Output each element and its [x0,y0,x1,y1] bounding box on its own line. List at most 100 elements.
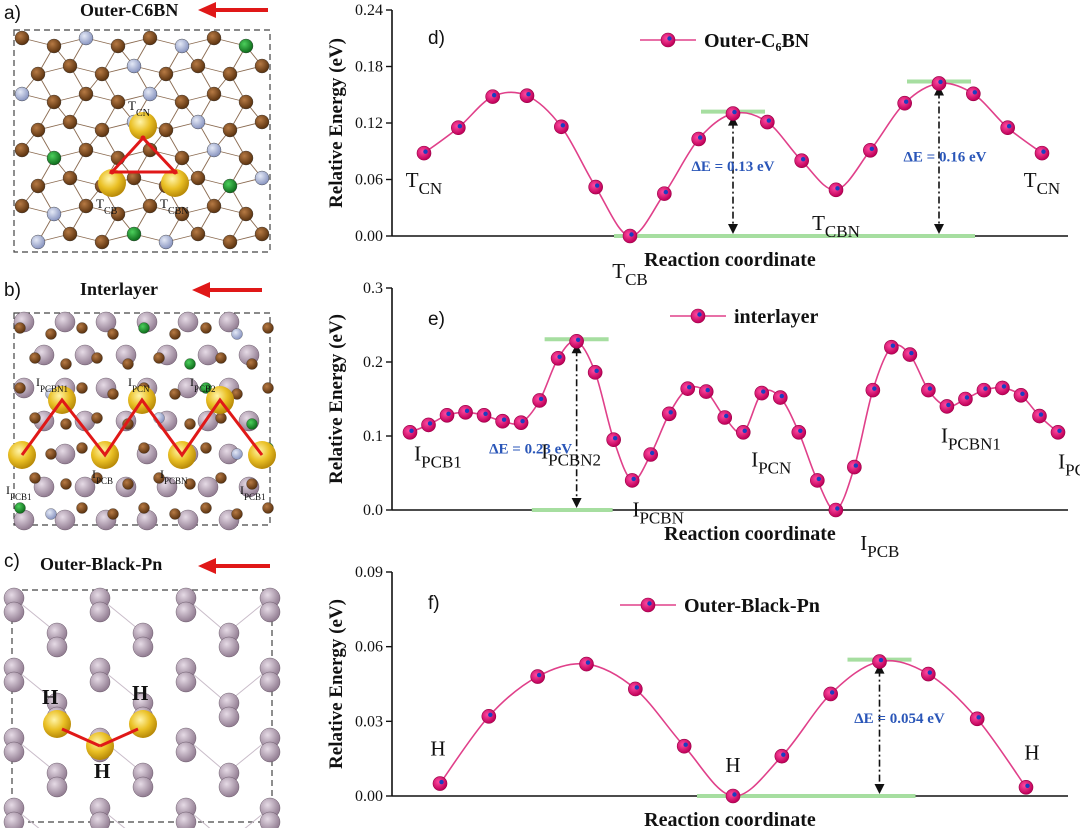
data-point-center [890,343,896,348]
carbon-atom [29,352,41,364]
site-atom [43,710,71,738]
carbon-atom [30,66,46,82]
carbon-atom [200,442,212,454]
carbon-atom [30,122,46,138]
point-label-sub: PCBN [639,508,683,527]
carbon-atom [110,206,126,222]
data-point-center [872,386,877,391]
chart-e: 0.0 0.1 0.2 0.3 Relative Energy (eV) Reaction… [326,280,1080,561]
site-label-ipcn-sub: PCN [132,384,150,394]
boron-atom [126,226,142,242]
site-label-tcbn-base: T [160,196,168,211]
phosphorus-atom [3,741,25,763]
y-axis-label: Relative Energy (eV) [326,314,347,484]
point-label: TCN [406,168,442,198]
site-atom [129,112,157,140]
data-point-center [938,79,943,85]
boron-atom [200,382,212,394]
boron-atom [184,358,196,370]
point-label: IPCB1 [1058,449,1080,479]
phosphorus-atom [89,811,111,828]
carbon-atom [190,58,206,74]
carbon-atom [262,322,274,334]
phosphorus-atom [197,476,219,498]
data-point-center [697,135,703,140]
barrier-label: ΔE = 0.16 eV [904,150,987,166]
red-arrow-left-icon [192,282,262,298]
site-label-tcn: TCN [128,98,150,119]
carbon-atom [91,352,103,364]
nitrogen-atom [254,170,270,186]
arrow-down-icon [874,784,885,794]
panel-label-b: b) [4,280,21,301]
point-label-sub: PCBN2 [548,451,601,470]
data-point-center [594,368,599,374]
data-point-center [983,386,988,391]
data-point-center [1038,412,1044,417]
data-point-center [491,92,497,98]
point-label-sub: CB [625,270,648,289]
carbon-atom [206,86,222,102]
carbon-atom [110,94,126,110]
carbon-atom [107,388,119,400]
carbon-atom [78,86,94,102]
x-axis-label: Reaction coordinate [644,809,816,828]
nitrogen-atom [14,86,30,102]
site-label-tcb-base: T [96,196,104,211]
carbon-atom [158,66,174,82]
phosphorus-atom [175,671,197,693]
y-tick-label: 0.24 [355,2,383,19]
carbon-atom [46,38,62,54]
barrier-label: ΔE = 0.13 eV [692,159,775,175]
data-point-center [668,410,673,415]
carbon-atom [254,58,270,74]
data-point-center [878,657,884,663]
data-point-center [869,146,875,152]
nitrogen-atom [190,114,206,130]
carbon-atom [60,478,72,490]
data-point-center [976,715,981,720]
chart-f: 0.00 0.03 0.06 0.09 Relative Energy (eV) Reac… [326,564,1068,828]
carbon-atom [122,478,134,490]
point-label-base: T [812,211,825,235]
phosphorus-atom [54,443,76,465]
y-tick-label: 0.09 [355,564,383,581]
data-point-center [612,436,618,441]
carbon-atom [29,472,41,484]
carbon-atom [76,322,88,334]
panel-label-a: a) [4,3,21,24]
data-point-center [585,660,591,665]
site-atom [98,169,126,197]
carbon-atom [169,388,181,400]
phosphorus-atom [74,476,96,498]
phosphorus-atom [132,636,154,658]
point-label-sub: PCB1 [421,452,462,471]
carbon-atom [110,38,126,54]
data-point-center [520,418,525,424]
data-point-center [829,690,835,695]
carbon-atom [174,206,190,222]
data-point-center [835,506,840,511]
site-label-ipcb1-left: IPCB1 [6,483,32,502]
point-label: H [1024,740,1039,764]
path-vertex [109,169,115,175]
point-label: IPCN [751,447,791,477]
site-label-tcbn: TCBN [160,196,189,217]
carbon-atom [62,58,78,74]
data-point-center [409,428,414,433]
carbon-atom [174,94,190,110]
site-label-ipcn: IPCN [128,375,150,394]
panel-label: f) [428,593,440,614]
carbon-atom [14,30,30,46]
carbon-atom [29,412,41,424]
y-axis-label: Relative Energy (eV) [326,599,347,769]
carbon-atom [190,226,206,242]
data-point-center [903,99,909,104]
carbon-atom [169,508,181,520]
carbon-atom [14,322,26,334]
site-label-tcb: TCB [96,196,118,217]
nitrogen-atom [78,30,94,46]
